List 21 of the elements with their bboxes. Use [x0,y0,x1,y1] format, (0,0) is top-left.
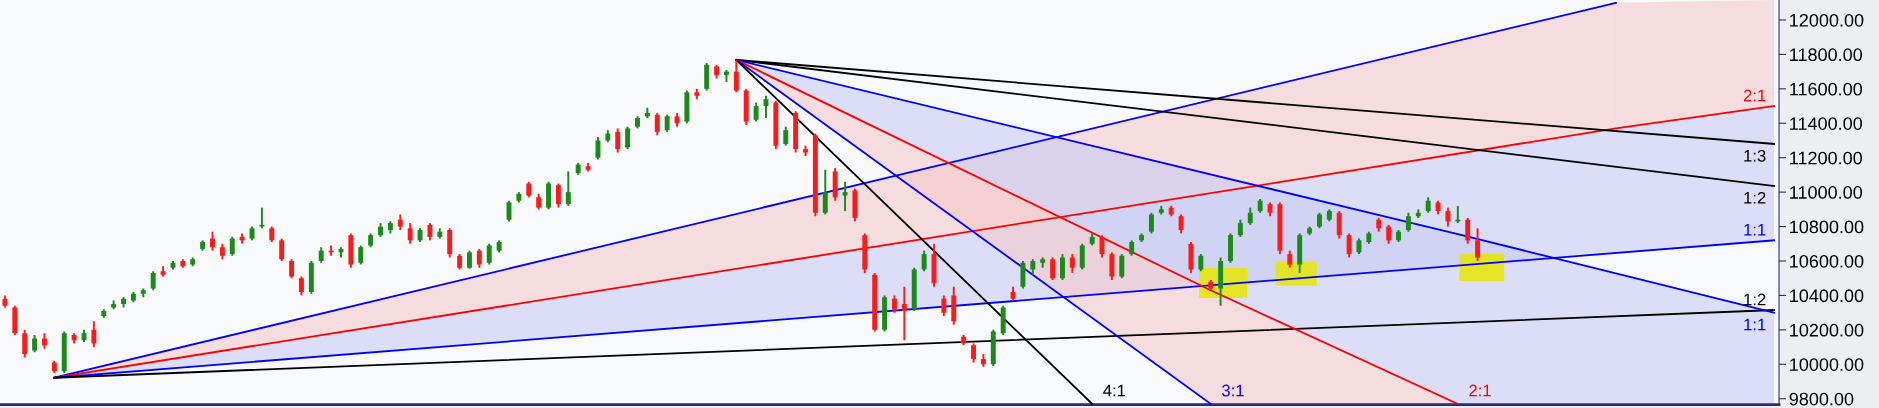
series-label: 2:1 [1469,384,1491,397]
series-label: 1:3 [1744,149,1766,162]
y-tick-label: 10600.00 [1790,254,1864,268]
y-tick-label: 11800.00 [1790,48,1863,62]
y-tick-label: 9800.00 [1789,392,1854,406]
y-tick-label: 11200.00 [1790,151,1863,165]
y-tick-label: 11400.00 [1790,117,1863,130]
y-tick-label: 11000.00 [1790,186,1863,199]
y-tick-label: 12000.00 [1790,13,1864,27]
series-label: 4:1 [1103,384,1126,397]
series-label: 1:1 [1744,318,1766,331]
y-tick-label: 10000.00 [1790,358,1864,371]
y-tick-label: 10200.00 [1790,323,1864,337]
series-label: 3:1 [1222,384,1244,397]
series-label: 1:2 [1744,191,1766,204]
y-tick-label: 10400.00 [1790,289,1864,303]
series-label: 1:2 [1744,293,1766,306]
series-label: 1:1 [1744,224,1766,236]
y-tick-label: 11600.00 [1790,82,1863,96]
y-tick-label: 10800.00 [1790,220,1864,234]
series-label: 2:1 [1743,89,1766,102]
